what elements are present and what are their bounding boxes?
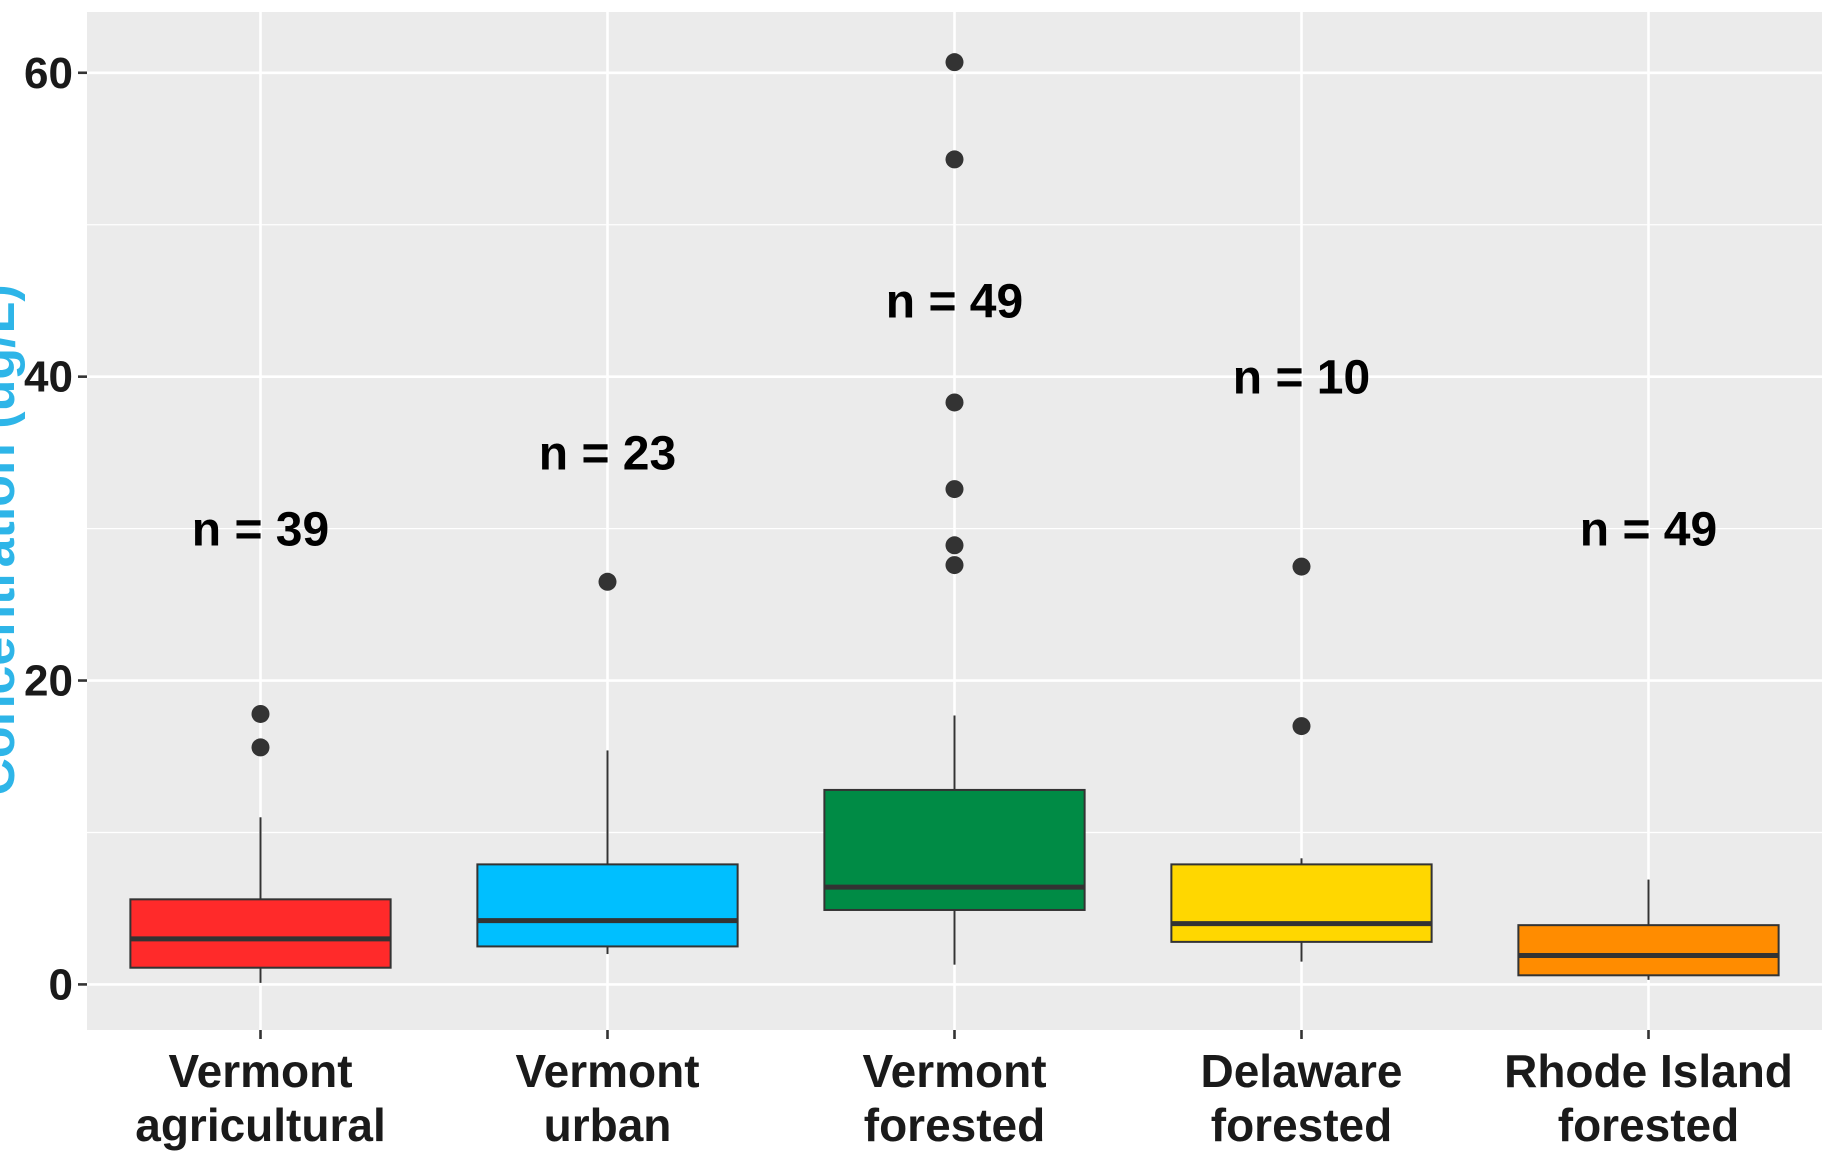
- n-label: n = 39: [192, 504, 329, 557]
- outlier-point: [1292, 557, 1311, 576]
- box-1: [476, 572, 739, 955]
- box-rect: [476, 863, 739, 948]
- boxes: [129, 53, 1780, 983]
- box-rect: [1170, 863, 1433, 943]
- y-axis-label: Concentration (ug/L): [0, 284, 26, 795]
- n-label: n = 23: [539, 428, 676, 481]
- box-2: [823, 53, 1086, 965]
- x-tick-label: forested: [1558, 1099, 1739, 1151]
- x-tick-label: Vermont: [515, 1045, 699, 1097]
- y-tick-label: 40: [24, 353, 73, 402]
- x-tick-label: forested: [864, 1099, 1045, 1151]
- box-4: [1517, 879, 1780, 980]
- box-rect: [129, 898, 392, 969]
- x-tick-label: Vermont: [168, 1045, 352, 1097]
- x-tick-label: forested: [1211, 1099, 1392, 1151]
- outlier-point: [251, 704, 270, 723]
- outlier-point: [945, 480, 964, 499]
- outlier-point: [945, 393, 964, 412]
- n-label: n = 49: [1580, 504, 1717, 557]
- outlier-point: [598, 572, 617, 591]
- outlier-point: [1292, 717, 1311, 736]
- box-3: [1170, 557, 1433, 962]
- outlier-point: [945, 556, 964, 575]
- x-tick-label: agricultural: [135, 1099, 386, 1151]
- outlier-point: [945, 53, 964, 72]
- outlier-point: [945, 150, 964, 169]
- x-tick-label: urban: [544, 1099, 672, 1151]
- y-tick-label: 0: [49, 960, 73, 1009]
- y-tick-label: 60: [24, 49, 73, 98]
- outlier-point: [251, 738, 270, 757]
- x-tick-label: Delaware: [1200, 1045, 1402, 1097]
- n-label: n = 49: [886, 276, 1023, 329]
- x-tick-label: Rhode Island: [1504, 1045, 1793, 1097]
- box-rect: [1517, 924, 1780, 977]
- x-tick-label: Vermont: [862, 1045, 1046, 1097]
- box-0: [129, 704, 392, 983]
- sample-size-labels: n = 39 n = 23 n = 49 n = 10 n = 49: [192, 276, 1717, 557]
- box-rect: [823, 788, 1086, 911]
- n-label: n = 10: [1233, 352, 1370, 405]
- outlier-point: [945, 536, 964, 555]
- y-tick-label: 20: [24, 657, 73, 706]
- axes: 0204060VermontagriculturalVermonturbanVe…: [24, 49, 1793, 1151]
